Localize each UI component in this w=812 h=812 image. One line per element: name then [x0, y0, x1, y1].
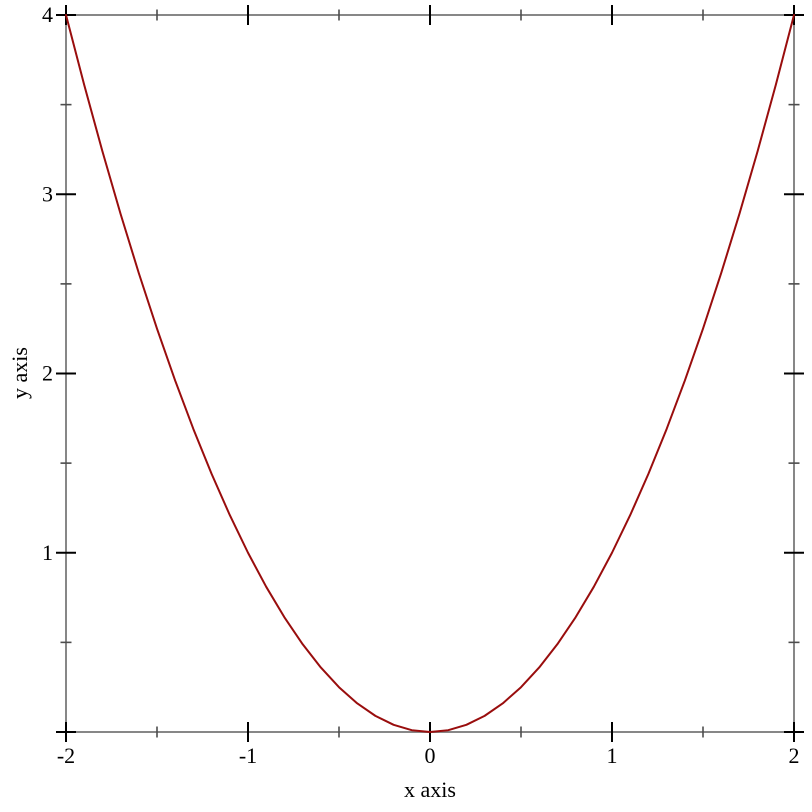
axis-ticks: [56, 5, 804, 742]
x-tick-label: 0: [425, 743, 436, 768]
x-axis-title: x axis: [404, 777, 456, 802]
x-tick-label: -2: [57, 743, 75, 768]
x-tick-label: -1: [239, 743, 257, 768]
function-curve: [65, 14, 795, 733]
y-tick-label: 3: [42, 181, 53, 206]
frame-border: [65, 14, 795, 733]
y-tick-label: 4: [42, 2, 53, 27]
y-axis-title: y axis: [7, 347, 32, 399]
y-tick-label: 1: [42, 540, 53, 565]
x-tick-label: 1: [607, 743, 618, 768]
tick-labels: -2 -1 0 1 2 1 2 3 4: [42, 2, 800, 768]
y-tick-label: 2: [42, 361, 53, 386]
plot-frame: [65, 14, 795, 733]
x-tick-label: 2: [789, 743, 800, 768]
data-series: [65, 14, 795, 733]
